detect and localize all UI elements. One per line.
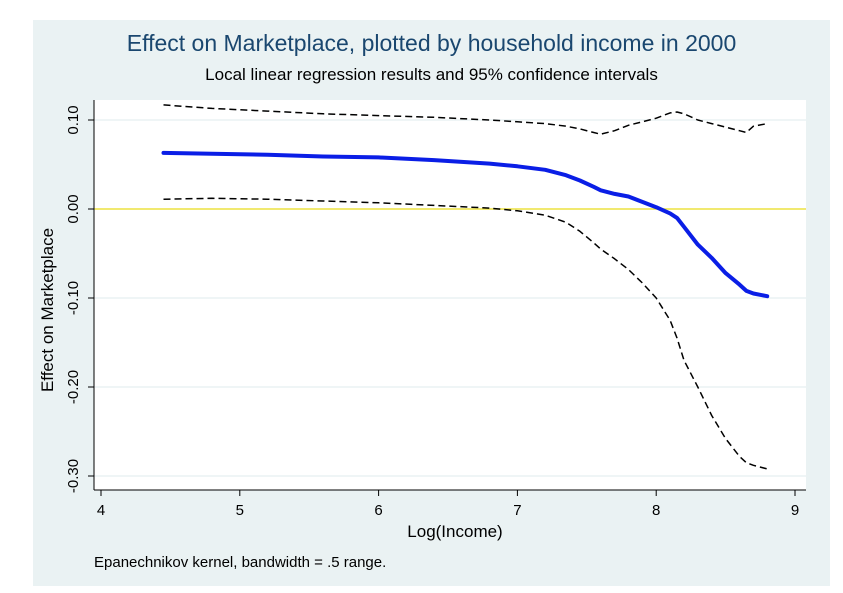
- chart-note: Epanechnikov kernel, bandwidth = .5 rang…: [94, 554, 387, 571]
- x-tick-label: 4: [97, 502, 105, 519]
- x-tick-label: 6: [374, 502, 382, 519]
- x-tick-label: 5: [236, 502, 244, 519]
- y-tick-label: -0.30: [65, 459, 82, 493]
- upper-ci-line: [163, 104, 768, 135]
- y-tick-label: 0.10: [65, 105, 82, 134]
- chart-subtitle: Local linear regression results and 95% …: [205, 65, 658, 84]
- estimate-line: [161, 150, 770, 299]
- y-tick-label: 0.00: [65, 194, 82, 223]
- plot-region: [94, 100, 806, 490]
- y-tick-label: -0.20: [65, 370, 82, 404]
- x-axis-title: Log(Income): [407, 522, 502, 541]
- x-tick-label: 8: [652, 502, 660, 519]
- chart-title: Effect on Marketplace, plotted by househ…: [126, 30, 737, 56]
- x-tick-label: 9: [791, 502, 799, 519]
- lower-ci-line: [163, 197, 768, 470]
- y-tick-label: -0.10: [65, 281, 82, 315]
- x-tick-label: 7: [513, 502, 521, 519]
- y-axis-title: Effect on Marketplace: [38, 228, 57, 392]
